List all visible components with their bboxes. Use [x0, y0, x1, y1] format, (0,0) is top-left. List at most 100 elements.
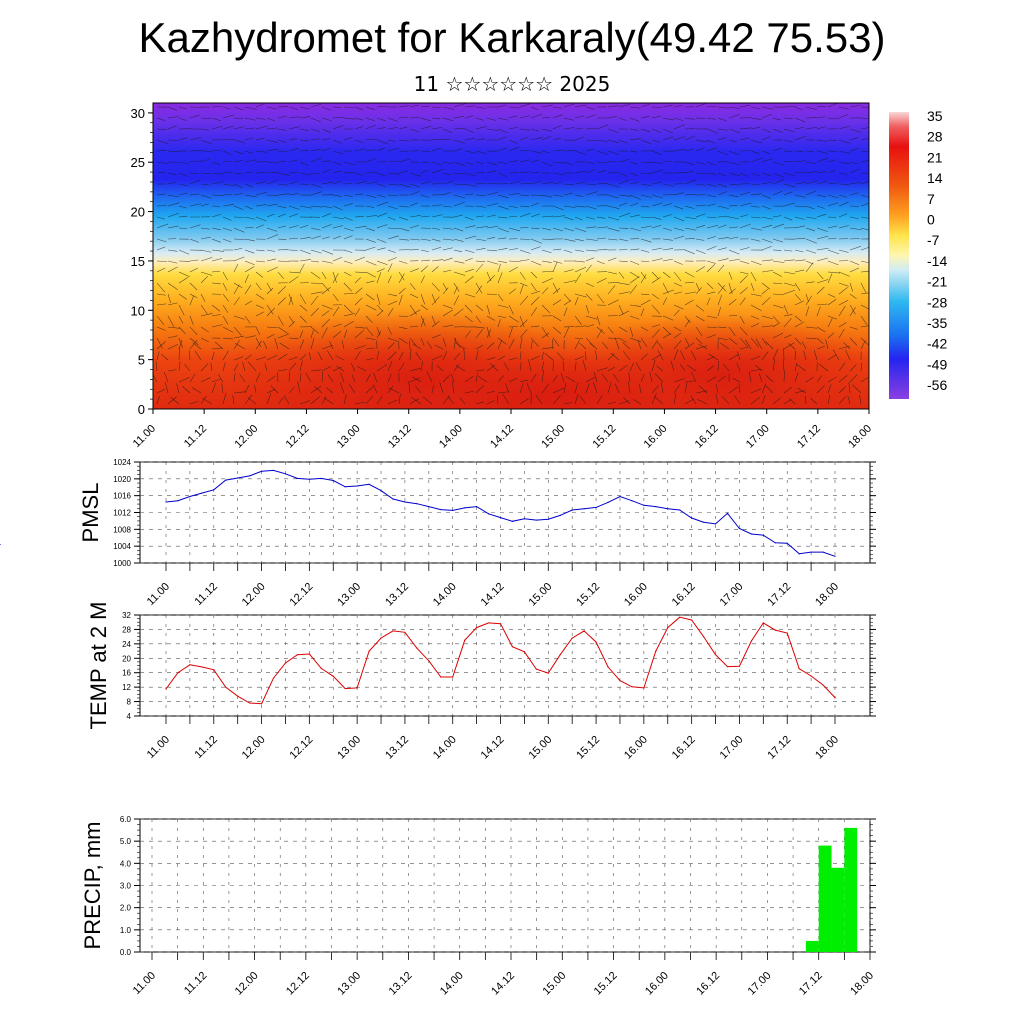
wind-arrow [475, 205, 486, 208]
colorbar-label: -28 [927, 294, 947, 310]
wind-arrow [535, 395, 543, 405]
wind-arrow [496, 395, 499, 405]
wind-arrow [464, 138, 475, 141]
wind-arrow [722, 396, 730, 405]
wind-arrow [189, 114, 200, 119]
precip-bar [831, 867, 845, 952]
wind-arrow [376, 127, 386, 130]
wind-arrow [343, 117, 356, 120]
wind-arrow [167, 182, 177, 185]
wind-arrow [189, 401, 199, 405]
wind-arrow [772, 304, 784, 309]
wind-arrow [497, 172, 508, 178]
wind-arrow [563, 127, 575, 130]
wind-arrow [519, 171, 530, 174]
wind-arrow [728, 249, 740, 255]
wind-arrow [801, 341, 807, 350]
wind-arrow [310, 271, 321, 279]
wind-arrow [332, 271, 337, 283]
wind-arrow [816, 157, 829, 163]
wind-arrow [409, 202, 419, 207]
wind-arrow [463, 348, 466, 361]
wind-arrow [717, 224, 727, 229]
wind-arrow [233, 391, 246, 394]
wind-arrow [365, 124, 376, 130]
wind-arrow [178, 172, 188, 177]
wind-arrow [673, 260, 683, 265]
wind-arrow [541, 135, 552, 141]
wind-arrow [838, 345, 851, 350]
wind-arrow [354, 256, 365, 262]
wind-arrow [673, 271, 682, 282]
wind-arrow [552, 337, 560, 347]
wind-arrow [805, 337, 817, 340]
wind-arrow [409, 282, 416, 290]
wind-arrow [687, 365, 697, 372]
wind-arrow [816, 139, 828, 142]
wind-arrow [244, 150, 253, 154]
wind-arrow [464, 276, 474, 284]
wind-arrow [387, 235, 399, 240]
wind-arrow [673, 235, 685, 240]
wind-arrow [233, 356, 244, 361]
data-point [392, 498, 394, 500]
wind-arrow [552, 261, 558, 273]
wind-arrow [321, 249, 334, 255]
wind-arrow [167, 335, 178, 339]
data-point [368, 650, 370, 652]
wind-arrow [239, 374, 246, 383]
wind-arrow [420, 238, 431, 241]
wind-arrow [728, 128, 741, 134]
wind-arrow [321, 396, 327, 405]
x-tick-label: 16.00 [643, 970, 671, 998]
wind-arrow [376, 351, 379, 361]
data-point [487, 622, 490, 624]
data-point [810, 551, 812, 553]
wind-arrow [673, 149, 686, 152]
wind-arrow [596, 124, 608, 130]
data-point [499, 516, 502, 519]
wind-arrow [365, 238, 376, 243]
wind-arrow [640, 116, 650, 119]
wind-arrow [816, 326, 826, 333]
wind-arrow [816, 247, 829, 251]
x-tick-label: 17.00 [718, 581, 746, 609]
wind-arrow [200, 159, 210, 163]
wind-arrow [453, 337, 461, 348]
wind-arrow [365, 205, 375, 208]
wind-arrow [398, 126, 408, 130]
wind-arrow [739, 214, 749, 218]
wind-arrow [321, 148, 330, 152]
wind-arrow [552, 288, 561, 295]
wind-arrow [244, 266, 255, 273]
wind-arrow [222, 337, 234, 340]
wind-arrow [365, 304, 377, 311]
wind-arrow [167, 282, 178, 290]
wind-arrow [637, 340, 642, 350]
wind-arrow [233, 315, 245, 320]
wind-arrow [607, 194, 619, 199]
data-point [822, 684, 824, 686]
wind-arrow [409, 172, 422, 177]
wind-arrow [618, 326, 628, 333]
wind-arrow [299, 205, 312, 209]
wind-arrow [200, 203, 209, 207]
wind-arrow [848, 382, 851, 394]
wind-arrow [398, 260, 408, 264]
wind-arrow [244, 354, 252, 361]
wind-arrow [156, 303, 167, 306]
wind-arrow [860, 271, 869, 273]
wind-arrow [673, 205, 684, 210]
wind-arrow [431, 266, 439, 273]
wind-arrow [629, 260, 640, 265]
wind-arrow [827, 216, 837, 218]
wind-arrow [442, 227, 454, 230]
wind-arrow [299, 149, 309, 152]
wind-arrow [629, 194, 641, 200]
wind-arrow [189, 315, 194, 326]
wind-arrow [629, 150, 639, 153]
wind-arrow [497, 237, 507, 240]
wind-arrow [163, 371, 169, 383]
wind-arrow [560, 372, 565, 383]
wind-arrow [772, 147, 783, 152]
